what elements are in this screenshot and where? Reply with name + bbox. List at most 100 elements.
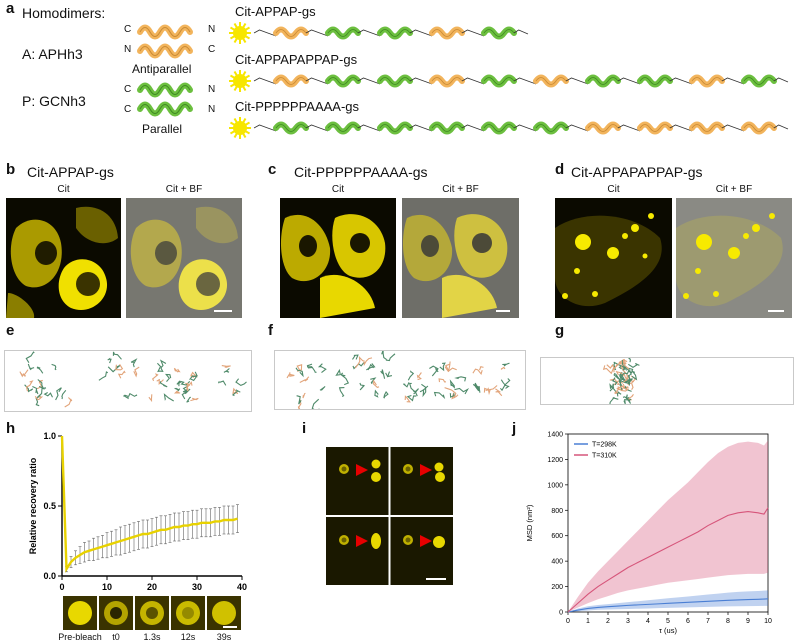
msd-x-tick-label: 7 [706, 618, 710, 625]
antiparallel-c-top: C [124, 24, 132, 35]
parallel-n-top: N [208, 84, 216, 95]
fusion-frame-4 [403, 535, 445, 548]
msd-y-tick-label: 1000 [547, 482, 563, 489]
frap-y-tick-label: 0.0 [43, 571, 56, 581]
construct-name-1: Cit-APPAP-gs [235, 4, 316, 19]
fusion-montage [326, 447, 453, 585]
panel-b-label: b [6, 161, 16, 178]
panel-d-citbf-image [676, 198, 792, 318]
frap-frame-12s [171, 596, 205, 630]
panel-b-citbf-header: Cit + BF [165, 184, 203, 195]
panel-b-cit-image [6, 198, 121, 318]
parallel-c-bottom: C [124, 104, 132, 115]
panel-b-citbf-image [126, 198, 242, 318]
panel-h-label: h [6, 420, 16, 437]
antiparallel-caption: Antiparallel [132, 62, 192, 76]
msd-x-tick-label: 5 [666, 618, 670, 625]
panel-d-cit-image [555, 198, 672, 318]
frap-x-tick-label: 40 [237, 582, 247, 592]
parallel-dimer-icon [128, 80, 208, 120]
msd-x-tick-label: 10 [764, 618, 772, 625]
panel-c-citbf-image [402, 198, 519, 318]
msd-x-tick-label: 1 [586, 618, 590, 625]
panel-c-cit-image [280, 198, 396, 318]
msd-line-T=298K [567, 598, 769, 613]
panel-i-label: i [302, 420, 307, 437]
parallel-caption: Parallel [142, 122, 183, 136]
panel-c-citbf-header: Cit + BF [442, 184, 479, 195]
frap-y-tick-label: 1.0 [43, 431, 56, 441]
homodimers-title: Homodimers: [22, 5, 106, 21]
fusion-frame-2 [403, 462, 445, 482]
msd-y-tick-label: 0 [559, 610, 563, 617]
msd-x-tick-label: 9 [746, 618, 750, 625]
msd-y-tick-label: 1400 [547, 432, 563, 439]
parallel-c-top: C [124, 84, 132, 95]
frap-x-tick-label: 0 [59, 582, 64, 592]
panel-c-label: c [268, 161, 277, 178]
msd-line-T=310K [567, 507, 769, 613]
construct-diagram-1 [228, 18, 788, 48]
frap-frame-label-1: t0 [112, 632, 120, 642]
msd-x-axis-label: τ (us) [659, 626, 677, 635]
frap-frame-t0 [99, 596, 133, 630]
panel-d-label: d [555, 161, 565, 178]
panel-d-cit-header: Cit [607, 184, 620, 195]
msd-chart: 0 200 400 600 800 1000 1200 1400 0 1 2 3 4 5 6 7 8 9 10 τ (… [516, 426, 786, 642]
panel-c-title: Cit-PPPPPPAAAA-gs [294, 164, 428, 180]
msd-x-tick-label: 0 [566, 618, 570, 625]
msd-x-tick-label: 6 [686, 618, 690, 625]
antiparallel-n-bottom: N [124, 44, 132, 55]
antiparallel-c-bottom: C [208, 44, 216, 55]
antiparallel-dimer-icon [128, 22, 208, 62]
antiparallel-n-top: N [208, 24, 216, 35]
frap-frame-39s [207, 596, 241, 630]
dimer-p-label: P: GCNh3 [22, 93, 86, 109]
frap-frame-label-0: Pre-bleach [58, 632, 102, 642]
construct-name-3: Cit-PPPPPPAAAA-gs [235, 99, 360, 114]
panel-e-simulation-box [4, 350, 252, 412]
panel-g-label: g [555, 322, 565, 339]
construct-diagram-3 [228, 113, 793, 145]
panel-b-cit-header: Cit [57, 184, 70, 195]
panel-j-label: j [512, 420, 517, 437]
msd-y-axis-label: MSD (nm²) [525, 504, 534, 541]
msd-legend-label: T=298K [592, 442, 617, 449]
msd-band-T=310K [568, 440, 768, 612]
frap-y-axis-label: Relative recovery ratio [28, 457, 38, 554]
msd-y-tick-label: 400 [551, 559, 563, 566]
panel-d-citbf-header: Cit + BF [715, 184, 753, 195]
msd-y-tick-label: 200 [551, 584, 563, 591]
panel-e-label: e [6, 322, 15, 339]
panel-f-simulation-box [274, 350, 526, 410]
msd-legend: T=298K T=310K [574, 442, 617, 460]
fusion-frame-1 [339, 459, 381, 482]
panel-d-title: Cit-APPAPAPPAP-gs [571, 164, 703, 180]
frap-frame-label-2: 1.3s [143, 632, 161, 642]
parallel-n-bottom: N [208, 104, 216, 115]
panel-b-title: Cit-APPAP-gs [27, 164, 114, 180]
frap-chart: 0.0 0.5 1.0 0 10 20 30 40 Relative recovery rati… [20, 424, 260, 594]
frap-x-tick-label: 20 [147, 582, 157, 592]
panel-f-label: f [268, 322, 273, 339]
panel-g-simulation-box [540, 357, 794, 405]
msd-y-tick-label: 800 [551, 508, 563, 515]
panel-c-cit-header: Cit [331, 184, 345, 195]
msd-x-tick-label: 2 [606, 618, 610, 625]
msd-x-tick-label: 4 [646, 618, 650, 625]
msd-y-tick-label: 1200 [547, 457, 563, 464]
construct-diagram-2 [228, 66, 793, 96]
panel-a-label: a [6, 0, 15, 17]
frap-frame-1-3s [135, 596, 169, 630]
msd-x-tick-label: 8 [726, 618, 730, 625]
frap-frame-prebleach [63, 596, 97, 630]
frap-error-bar [236, 504, 239, 533]
fusion-frame-3 [339, 533, 381, 549]
msd-legend-label: T=310K [592, 453, 617, 460]
construct-name-2: Cit-APPAPAPPAP-gs [235, 52, 358, 67]
msd-y-tick-label: 600 [551, 533, 563, 540]
msd-x-tick-label: 3 [626, 618, 630, 625]
frap-frame-label-4: 39s [216, 632, 232, 642]
frap-recovery-line [60, 435, 238, 573]
frap-frame-label-3: 12s [180, 632, 196, 642]
